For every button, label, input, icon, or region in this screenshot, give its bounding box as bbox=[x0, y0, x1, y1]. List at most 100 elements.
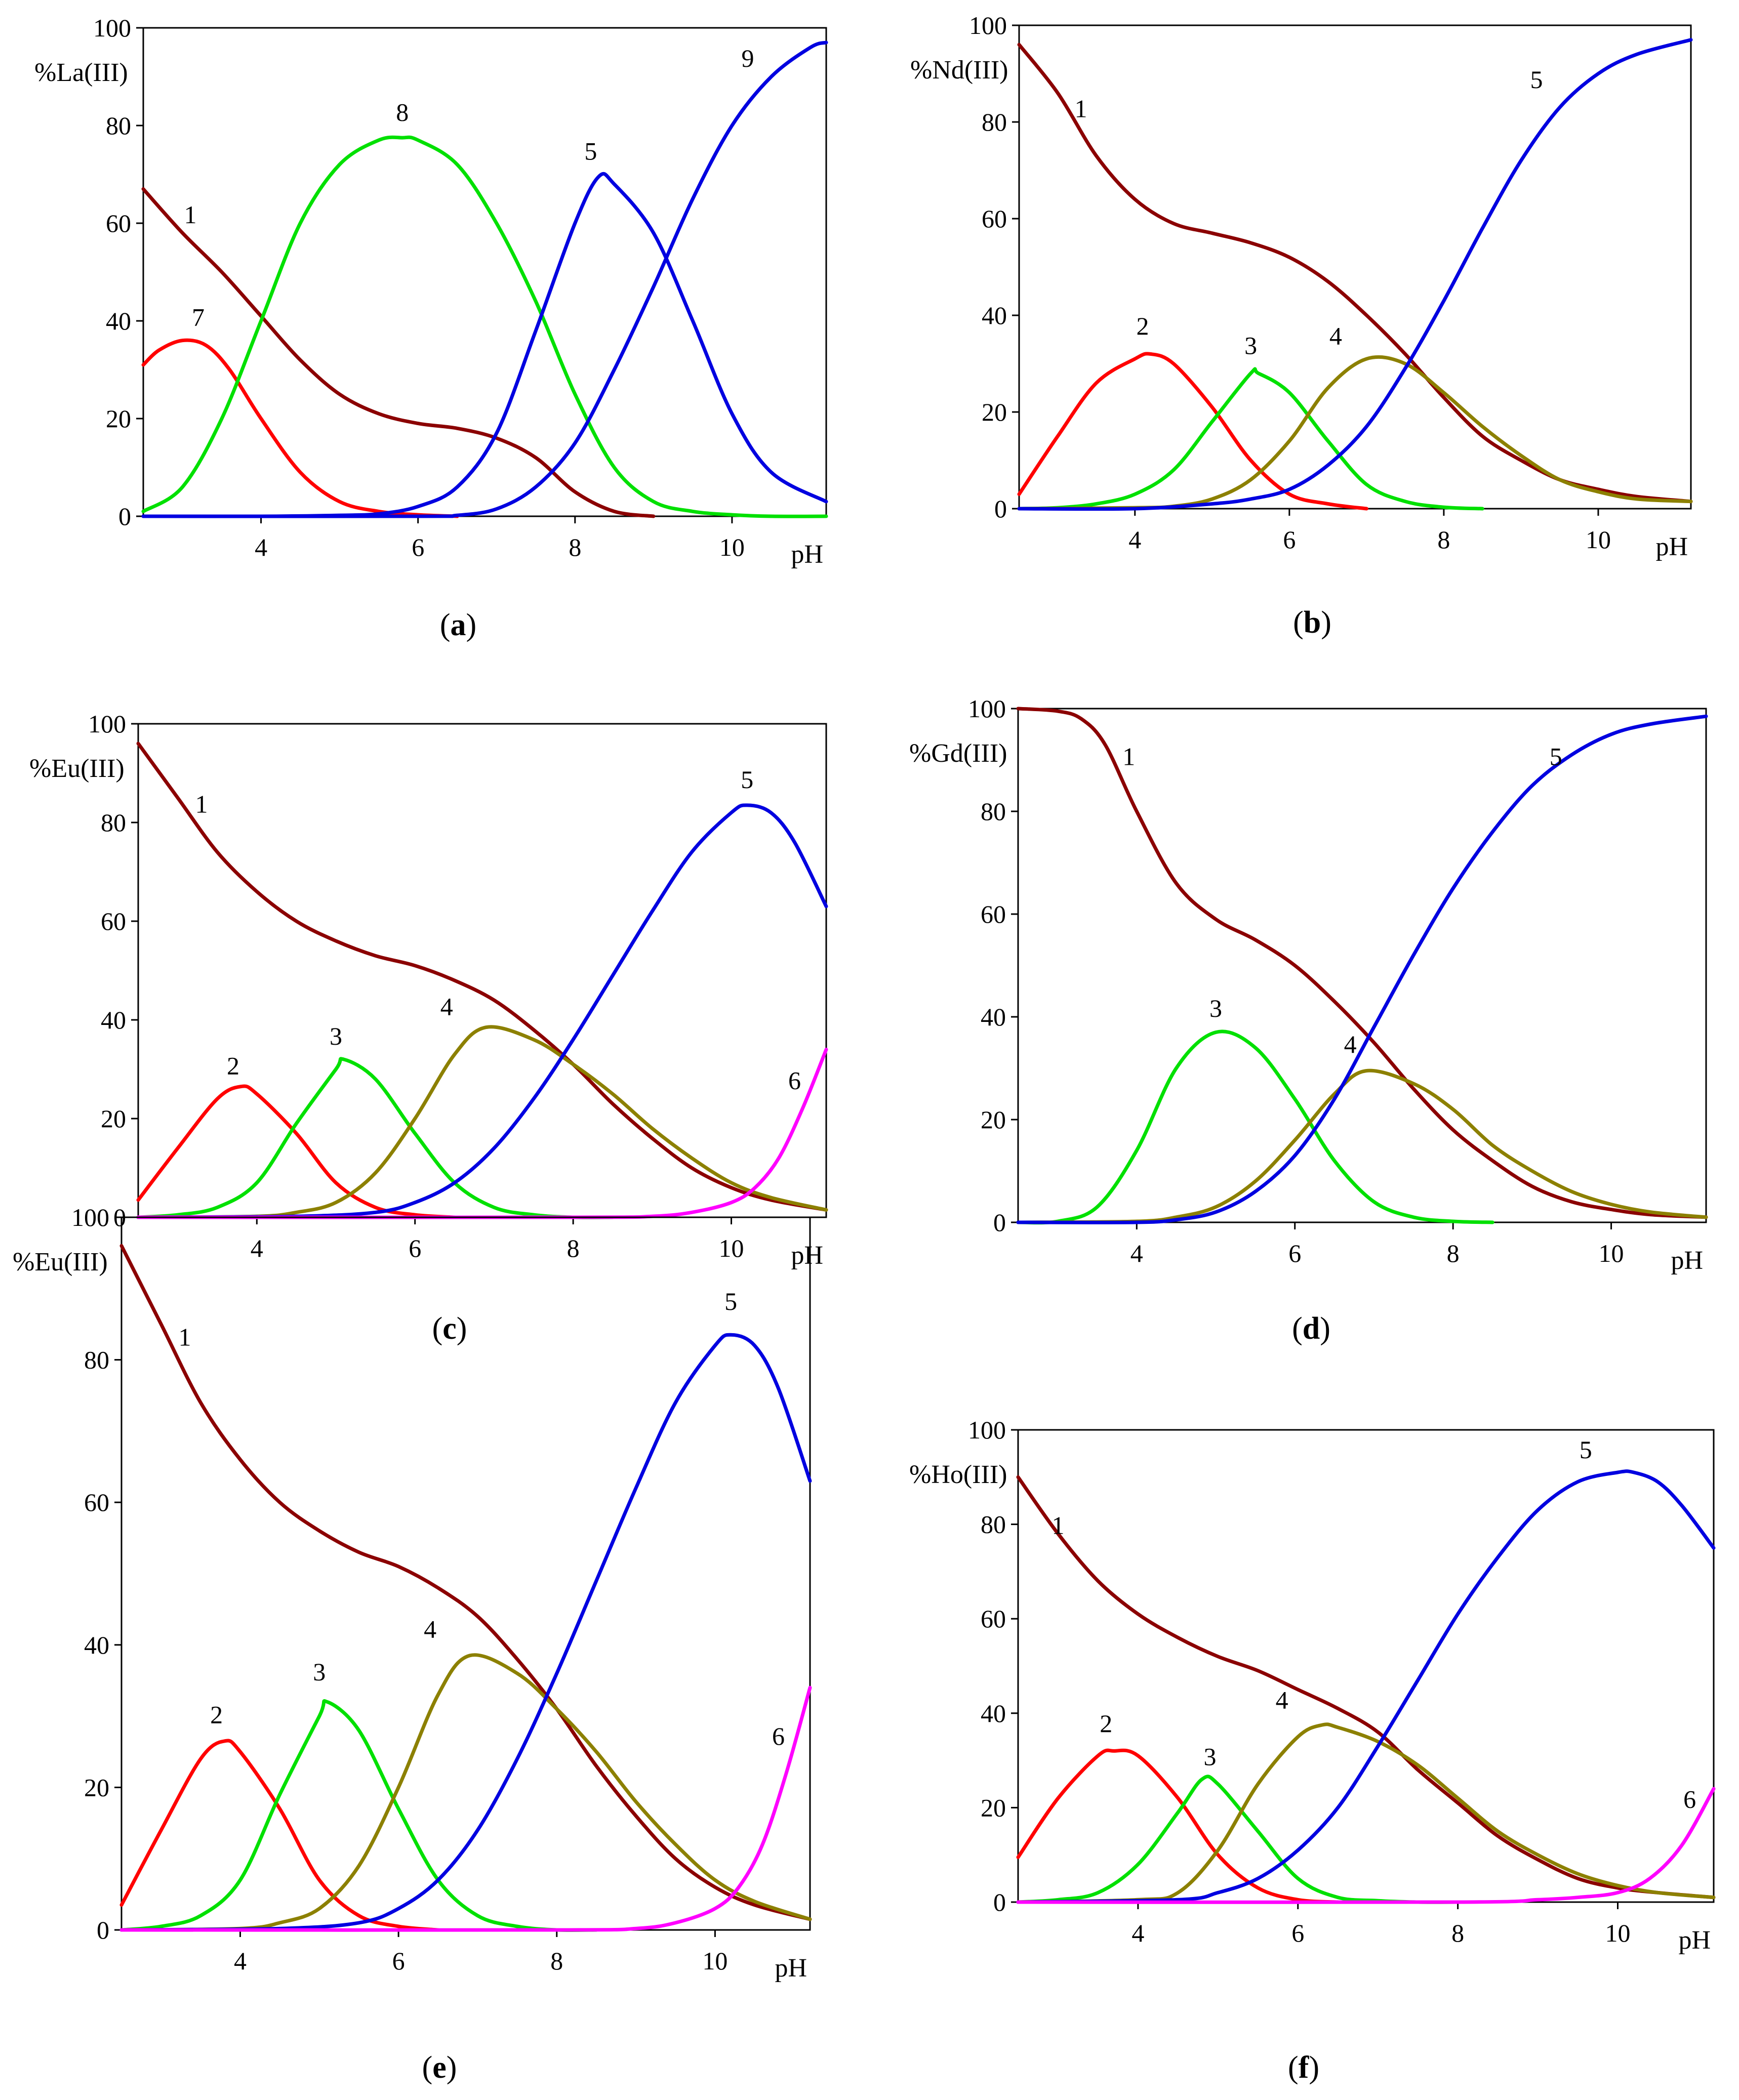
series-2-label: 2 bbox=[210, 1701, 223, 1729]
series-6-label: 6 bbox=[788, 1066, 801, 1095]
series-6-line bbox=[136, 1048, 828, 1219]
y-axis-label: %La(III) bbox=[34, 58, 128, 87]
x-tick-label: 10 bbox=[1599, 1239, 1624, 1267]
y-tick-label: 80 bbox=[84, 1346, 109, 1374]
series-5-label: 5 bbox=[724, 1287, 737, 1315]
y-tick-label: 100 bbox=[969, 11, 1007, 39]
y-tick-label: 60 bbox=[982, 204, 1007, 233]
series-4-line bbox=[119, 1653, 812, 1932]
series-1-label: 1 bbox=[1052, 1511, 1064, 1539]
plot-frame bbox=[142, 27, 827, 517]
series-3-label: 3 bbox=[330, 1022, 342, 1050]
x-tick-label: 10 bbox=[719, 1234, 744, 1262]
y-tick-label: 20 bbox=[982, 398, 1007, 426]
y-tick-label: 0 bbox=[97, 1916, 109, 1944]
plot-frame bbox=[1018, 24, 1692, 510]
series-9-line bbox=[141, 40, 828, 518]
series-6-label: 6 bbox=[1683, 1785, 1696, 1813]
x-tick-label: 10 bbox=[719, 533, 745, 561]
x-tick-label: 4 bbox=[1128, 525, 1141, 554]
y-tick-label: 60 bbox=[106, 209, 131, 237]
series-3-label: 3 bbox=[313, 1658, 326, 1686]
y-tick-label: 40 bbox=[981, 1699, 1006, 1727]
panel-caption: (f) bbox=[1288, 2050, 1319, 2085]
series-6-label: 6 bbox=[772, 1722, 785, 1750]
x-tick-label: 4 bbox=[251, 1234, 263, 1262]
series-2-line bbox=[1017, 352, 1368, 511]
x-axis-label: pH bbox=[775, 1954, 807, 1983]
y-axis-label: %Eu(III) bbox=[13, 1248, 108, 1277]
series-4-label: 4 bbox=[1276, 1685, 1288, 1714]
series-4-label: 4 bbox=[1344, 1030, 1357, 1058]
x-axis-label: pH bbox=[791, 540, 823, 569]
plot-frame bbox=[137, 723, 827, 1218]
x-tick-label: 4 bbox=[1130, 1239, 1143, 1267]
series-5-label: 5 bbox=[1550, 743, 1562, 771]
series-3-label: 3 bbox=[1209, 994, 1222, 1022]
series-1-line bbox=[136, 742, 828, 1212]
y-tick-label: 60 bbox=[981, 1604, 1006, 1633]
series-5-line bbox=[141, 172, 828, 518]
series-3-line bbox=[1016, 1775, 1460, 1904]
y-tick-label: 40 bbox=[982, 301, 1007, 330]
x-tick-label: 10 bbox=[702, 1947, 727, 1975]
y-tick-label: 0 bbox=[118, 502, 131, 530]
series-5-label: 5 bbox=[1580, 1435, 1592, 1464]
y-tick-label: 40 bbox=[981, 1003, 1006, 1031]
y-axis-label: %Nd(III) bbox=[910, 56, 1008, 85]
y-tick-label: 80 bbox=[981, 1510, 1006, 1539]
series-1-label: 1 bbox=[195, 790, 208, 818]
panel-caption: (b) bbox=[1293, 605, 1331, 640]
y-tick-label: 40 bbox=[106, 307, 131, 335]
series-5-label: 5 bbox=[1530, 65, 1543, 94]
series-1-label: 1 bbox=[184, 200, 197, 229]
series-5-label: 5 bbox=[584, 137, 597, 166]
series-4-label: 4 bbox=[1329, 321, 1342, 350]
chart-panel-f: 0 20 40 60 80 100 4 6 8 10 %Ho(III) pH 1 2 3 4 5 6 (f) bbox=[909, 1416, 1716, 2085]
x-tick-label: 8 bbox=[550, 1947, 563, 1975]
y-tick-label: 100 bbox=[71, 1203, 109, 1231]
y-tick-label: 80 bbox=[982, 108, 1007, 136]
series-3-label: 3 bbox=[1204, 1742, 1217, 1770]
series-2-line bbox=[136, 1084, 457, 1219]
series-8-line bbox=[141, 135, 828, 518]
chart-panel-b: 0 20 40 60 80 100 4 6 8 10 %Nd(III) pH 1 2 3 4 5 (b) bbox=[910, 11, 1693, 640]
plot-frame bbox=[1017, 708, 1707, 1223]
series-6-line bbox=[1016, 1787, 1716, 1904]
series-4-line bbox=[1016, 1722, 1716, 1904]
y-tick-label: 100 bbox=[968, 694, 1006, 723]
y-tick-label: 20 bbox=[101, 1104, 126, 1133]
y-tick-label: 100 bbox=[88, 710, 126, 738]
x-tick-label: 8 bbox=[1451, 1919, 1464, 1947]
x-tick-label: 6 bbox=[412, 533, 424, 561]
x-tick-label: 4 bbox=[255, 533, 267, 561]
panel-caption: (d) bbox=[1292, 1311, 1330, 1346]
series-3-line bbox=[1016, 1030, 1494, 1225]
chart-panel-d: 0 20 40 60 80 100 4 6 8 10 %Gd(III) pH 1 3 4 5 (d) bbox=[909, 694, 1708, 1346]
series-1-label: 1 bbox=[1122, 743, 1135, 771]
series-1-line bbox=[1016, 707, 1708, 1219]
x-tick-label: 6 bbox=[1283, 525, 1296, 554]
y-tick-label: 100 bbox=[93, 14, 131, 42]
series-2-line bbox=[1016, 1748, 1340, 1904]
y-axis-label: %Ho(III) bbox=[909, 1460, 1007, 1489]
x-tick-label: 6 bbox=[392, 1947, 405, 1975]
chart-panel-a: 0 20 40 60 80 100 4 6 8 10 %La(III) pH 1 7 8 5 9 (a) bbox=[34, 14, 828, 642]
series-5-line bbox=[119, 1333, 812, 1932]
series-1-line bbox=[1016, 1475, 1716, 1900]
y-tick-label: 0 bbox=[993, 1888, 1006, 1916]
panel-caption: (a) bbox=[440, 608, 476, 642]
x-tick-label: 10 bbox=[1605, 1919, 1630, 1947]
series-7-label: 7 bbox=[192, 303, 205, 332]
y-tick-label: 0 bbox=[993, 1208, 1006, 1237]
series-1-label: 1 bbox=[179, 1323, 191, 1351]
x-tick-label: 6 bbox=[1288, 1239, 1301, 1267]
x-tick-label: 8 bbox=[569, 533, 581, 561]
series-8-label: 8 bbox=[396, 98, 409, 126]
series-9-label: 9 bbox=[741, 44, 754, 72]
x-tick-label: 4 bbox=[234, 1947, 247, 1975]
y-tick-label: 20 bbox=[106, 404, 131, 433]
y-axis-label: %Eu(III) bbox=[29, 754, 125, 783]
